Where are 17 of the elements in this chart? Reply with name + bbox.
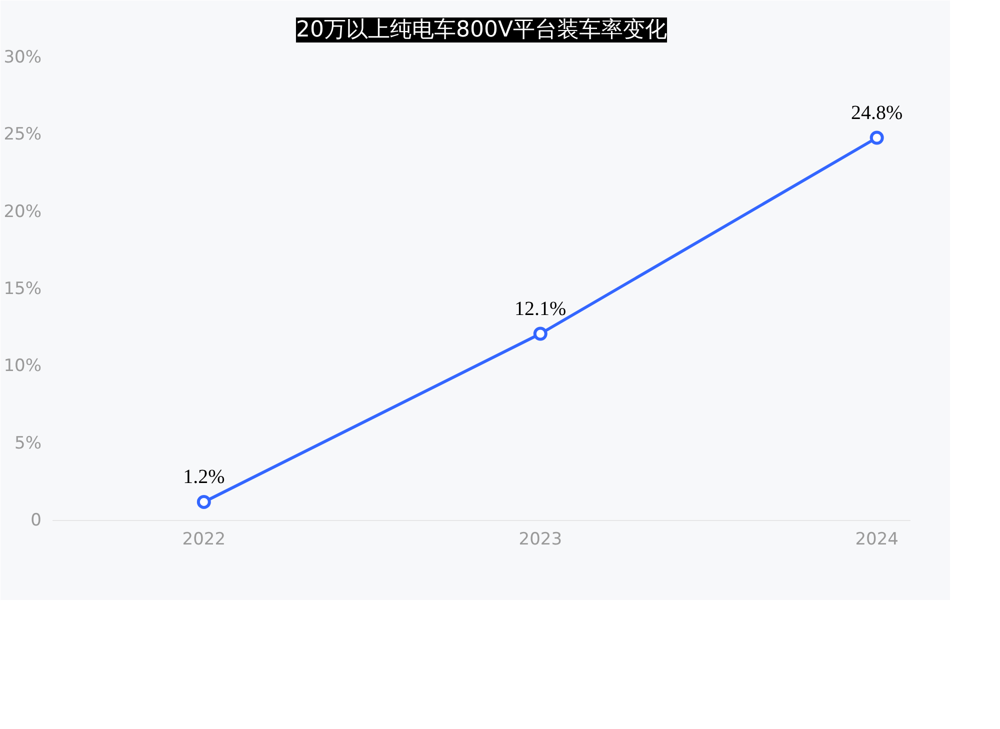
x-tick-label: 2022 bbox=[182, 530, 226, 550]
point bbox=[870, 130, 884, 145]
y-tick-label: 10% bbox=[4, 356, 42, 376]
point bbox=[196, 494, 211, 509]
y-tick-label: 20% bbox=[4, 202, 42, 222]
y-tick-label: 30% bbox=[4, 48, 42, 68]
y-tick-label: 15% bbox=[4, 279, 42, 299]
data-label: 1.2% bbox=[183, 466, 225, 488]
y-tick-label: 0 bbox=[30, 510, 42, 530]
y-tick-label: 25% bbox=[4, 124, 42, 145]
point bbox=[533, 326, 548, 341]
x-tick-label: 2024 bbox=[855, 530, 898, 550]
data-label: 12.1% bbox=[514, 298, 566, 320]
data-label: 24.8% bbox=[851, 102, 903, 124]
x-tick-label: 2023 bbox=[518, 530, 562, 550]
chart-title: 20万以上纯电车800V平台装车率变化 bbox=[296, 18, 668, 42]
y-tick-label: 5% bbox=[14, 433, 42, 454]
